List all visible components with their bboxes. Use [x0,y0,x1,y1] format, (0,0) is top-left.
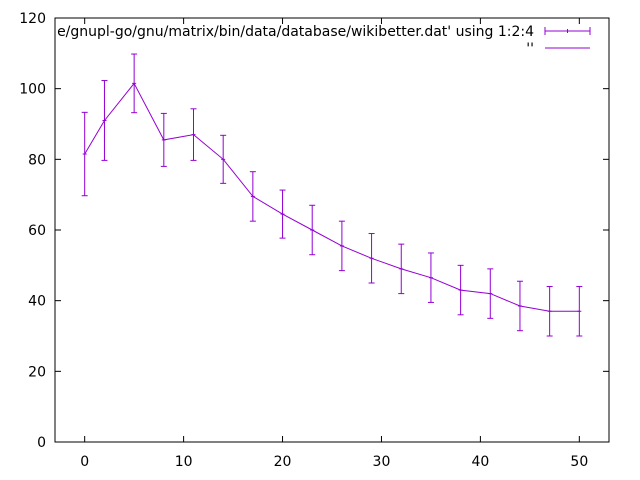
y-tick-label: 60 [28,223,46,239]
series-line [84,82,580,312]
ticks-layer: 0 10 20 30 40 50 0 20 40 60 80 100 120 [19,11,609,470]
y-tick-label: 20 [28,364,46,380]
legend-label-series-1: e/gnupl-go/gnu/matrix/bin/data/database/… [57,24,534,40]
y-tick-label: 80 [28,152,46,168]
legend: e/gnupl-go/gnu/matrix/bin/data/database/… [57,24,591,57]
x-tick-label: 0 [80,454,89,470]
y-tick-label: 100 [19,82,46,98]
x-tick-label: 40 [471,454,489,470]
legend-sample-series-1 [544,27,591,35]
plot-frame [54,17,610,443]
y-tick-label: 40 [28,294,46,310]
legend-label-series-2: '' [526,41,534,57]
x-tick-label: 30 [373,454,391,470]
series-layer [81,53,583,337]
x-tick-label: 50 [570,454,588,470]
y-tick-label: 120 [19,11,46,27]
x-tick-label: 20 [274,454,292,470]
y-tick-label: 0 [37,435,46,451]
x-tick-label: 10 [175,454,193,470]
